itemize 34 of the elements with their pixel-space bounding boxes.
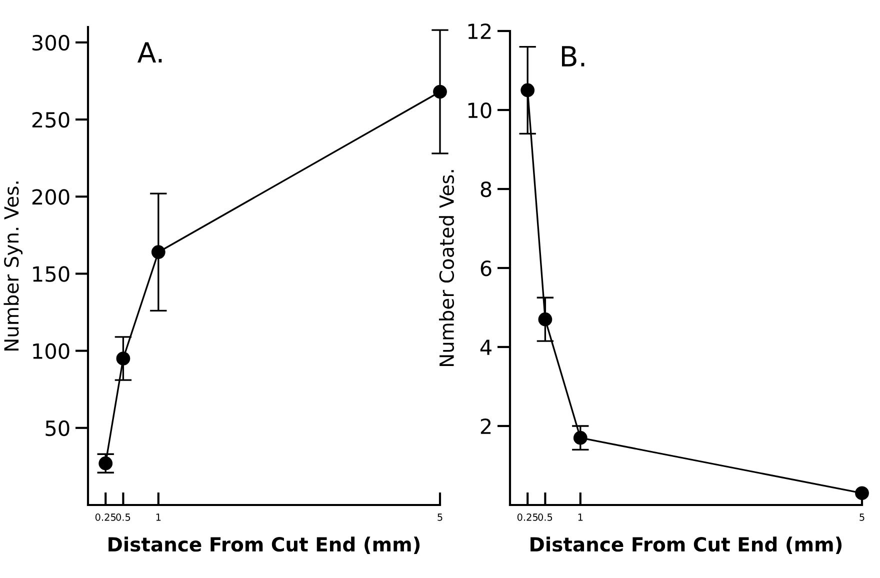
x-axis-title: Distance From Cut End (mm) (108, 536, 420, 554)
y-tick-label: 8 (480, 181, 492, 198)
y-tick-label: 100 (33, 343, 70, 360)
y-tick-label: 200 (32, 189, 70, 205)
annotation: A. (137, 42, 162, 62)
point (520, 83, 535, 98)
x-tick-label: 1 (156, 514, 161, 521)
y-axis-title: Number Coated Ves. (438, 170, 454, 366)
y-tick-label: 250 (32, 112, 70, 128)
point (98, 456, 113, 470)
y-tick-label: 2 (480, 418, 491, 434)
y-tick-label: 300 (32, 34, 70, 51)
point (116, 352, 130, 366)
y-tick-label: 6 (480, 260, 492, 276)
x-tick-label: 0.25 (95, 514, 116, 521)
y-tick-label: 50 (46, 420, 70, 436)
y-tick-label: 150 (33, 266, 70, 282)
point (538, 312, 552, 326)
annotation: B. (562, 46, 584, 66)
y-tick-label: 12 (468, 23, 491, 39)
x-tick-label: 0.25 (517, 514, 538, 521)
x-axis-title: Distance From Cut End (mm) (530, 536, 842, 554)
x-tick-label: 0.5 (116, 514, 130, 521)
y-tick-label: 4 (480, 340, 492, 355)
point (433, 84, 447, 99)
x-tick-label: 5 (438, 514, 442, 521)
y-tick-label: 10 (468, 102, 492, 118)
point (855, 486, 869, 500)
x-tick-label: 1 (578, 514, 583, 521)
point (573, 430, 588, 445)
x-tick-label: 0.5 (538, 514, 552, 521)
y-axis-title: Number Syn. Ves. (4, 182, 23, 351)
point (151, 245, 166, 260)
x-tick-label: 5 (860, 514, 864, 521)
